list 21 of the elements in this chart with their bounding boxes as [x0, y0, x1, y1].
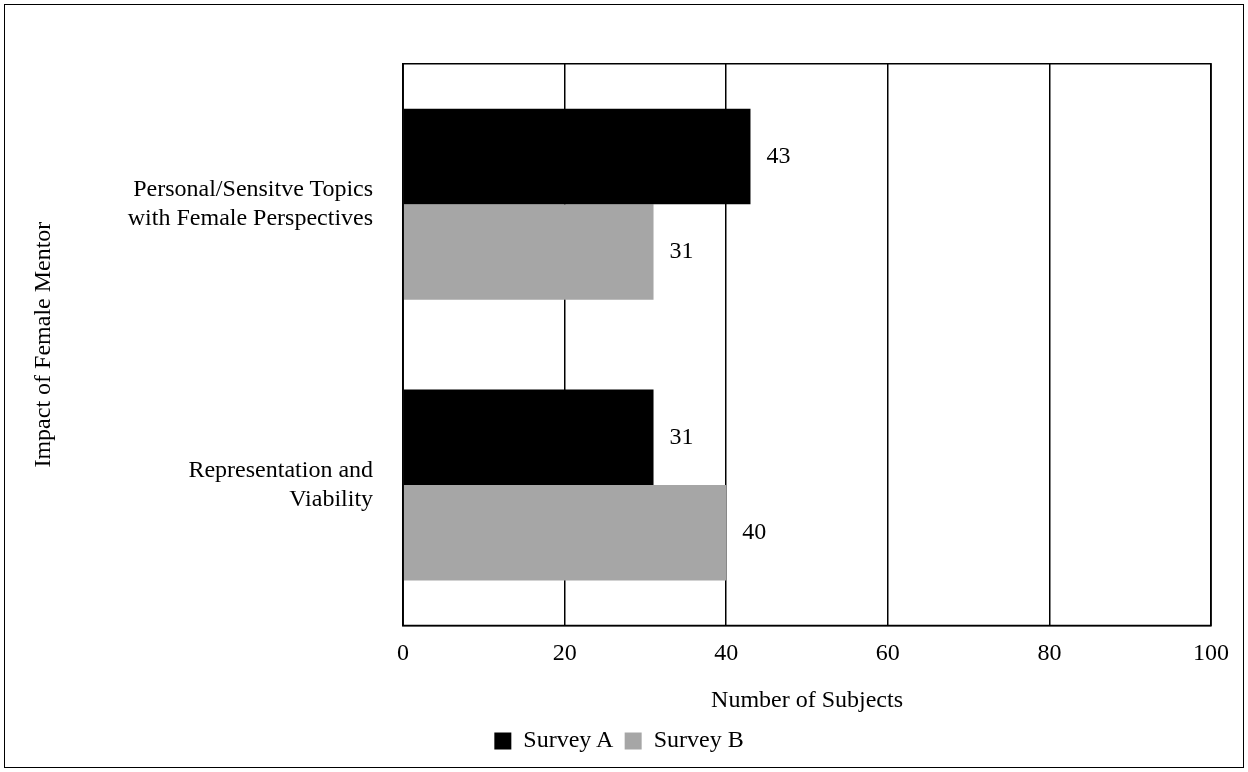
x-tick-label: 40: [714, 639, 739, 666]
x-axis-title: Number of Subjects: [711, 685, 904, 712]
x-tick-label: 0: [397, 639, 410, 666]
legend-label: Survey A: [523, 726, 615, 753]
bar: [403, 108, 751, 205]
data-label: 43: [766, 141, 791, 168]
y-tick-label: Representation and Viability: [188, 455, 374, 511]
y-axis-title: Impact of Female Mentor: [28, 221, 55, 468]
x-tick-label: 20: [552, 639, 577, 666]
legend-label: Survey B: [653, 726, 744, 753]
bar: [403, 485, 727, 581]
data-label: 31: [669, 237, 694, 264]
x-tick-label: 60: [875, 639, 900, 666]
data-label: 31: [669, 422, 694, 449]
bar: [403, 389, 654, 485]
frame: Number of Subjects Impact of Female Mentor Survey A Survey B 0 20 40 60 80 100 Personal/Sensitve Topics with Female Perspectives Representation and Viability 43 31 31 40: [4, 4, 1244, 768]
y-tick-label: Personal/Sensitve Topics with Female Perspectives: [127, 175, 374, 230]
x-tick-label: 80: [1037, 639, 1062, 666]
x-tick-label: 100: [1193, 639, 1229, 666]
bar: [403, 204, 654, 300]
data-label: 40: [742, 518, 767, 545]
